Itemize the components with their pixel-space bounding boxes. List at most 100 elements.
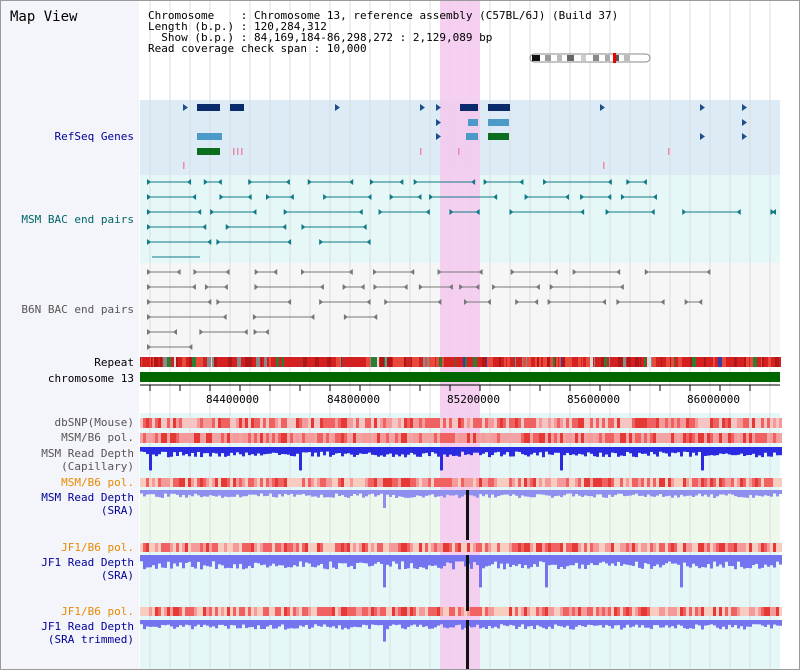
read-depth-bar <box>284 447 287 455</box>
read-depth-bar <box>485 447 488 453</box>
polymorphism-cell <box>473 607 476 616</box>
polymorphism-cell <box>497 607 500 616</box>
read-depth-bar <box>266 620 269 627</box>
polymorphism-cell <box>734 607 737 616</box>
repeat-block <box>561 357 562 367</box>
polymorphism-cell <box>773 418 776 428</box>
track-label-msm-depth-capillary[interactable]: MSM Read Depth <box>41 447 134 460</box>
repeat-block <box>387 357 388 367</box>
b6n-bac-pair-end <box>176 269 181 275</box>
polymorphism-cell <box>749 418 752 428</box>
read-depth-bar <box>347 447 350 454</box>
polymorphism-cell <box>602 433 605 443</box>
polymorphism-cell <box>152 607 155 616</box>
track-label-chromosome[interactable]: chromosome 13 <box>47 372 134 385</box>
read-depth-bar <box>572 447 575 455</box>
polymorphism-cell <box>479 418 482 428</box>
repeat-block <box>178 357 182 367</box>
read-depth-bar <box>545 555 548 588</box>
polymorphism-cell <box>671 607 674 616</box>
read-depth-bar <box>452 490 455 496</box>
track-label-msm-depth-sra[interactable]: MSM Read Depth <box>41 491 134 504</box>
polymorphism-cell <box>695 433 698 443</box>
polymorphism-cell <box>698 433 701 443</box>
polymorphism-cell <box>761 607 764 616</box>
repeat-block <box>527 357 528 367</box>
track-label-jf1-depth-sra[interactable]: JF1 Read Depth <box>41 556 134 569</box>
read-depth-bar <box>656 447 659 457</box>
polymorphism-cell <box>572 433 575 443</box>
polymorphism-cell <box>521 478 524 487</box>
read-depth-bar <box>578 490 581 496</box>
read-depth-bar <box>149 555 152 568</box>
read-depth-bar <box>587 447 590 453</box>
polymorphism-cell <box>656 543 659 552</box>
repeat-block <box>384 357 385 367</box>
track-label-msm-pol-2[interactable]: MSM/B6 pol. <box>61 476 134 489</box>
read-depth-bar <box>293 490 296 497</box>
gene-arrow <box>436 133 441 140</box>
polymorphism-cell <box>269 543 272 552</box>
b6n-bac-pair-end <box>243 329 248 335</box>
repeat-block <box>681 357 682 367</box>
track-label-repeat[interactable]: Repeat <box>94 356 134 369</box>
read-depth-bar <box>146 447 149 455</box>
read-depth-bar <box>440 490 443 496</box>
chromosome-ideogram[interactable] <box>529 53 651 63</box>
repeat-block <box>415 357 419 367</box>
read-depth-bar <box>221 447 224 454</box>
read-depth-bar <box>536 490 539 495</box>
polymorphism-cell <box>182 607 185 616</box>
read-depth-bar <box>317 555 320 566</box>
track-label-dbsnp[interactable]: dbSNP(Mouse) <box>54 416 134 429</box>
repeat-block <box>140 357 141 367</box>
read-depth-bar <box>197 447 200 452</box>
polymorphism-cell <box>248 418 251 428</box>
repeat-block <box>749 357 750 367</box>
track-label-refseq[interactable]: RefSeq Genes <box>54 130 134 143</box>
track-label-jf1-pol-2[interactable]: JF1/B6 pol. <box>61 605 134 618</box>
read-depth-bar <box>776 620 779 626</box>
read-depth-bar <box>365 447 368 454</box>
repeat-block <box>639 357 640 367</box>
polymorphism-cell <box>581 607 584 616</box>
msm-bac-pair-end <box>493 194 498 200</box>
read-depth-bar <box>707 490 710 497</box>
track-label-jf1-pol[interactable]: JF1/B6 pol. <box>61 541 134 554</box>
read-depth-bar <box>335 447 338 454</box>
polymorphism-cell <box>278 607 281 616</box>
read-depth-bar <box>779 447 782 456</box>
polymorphism-cell <box>440 433 443 443</box>
read-depth-bar <box>317 447 320 457</box>
repeat-block <box>662 357 666 367</box>
track-label-b6n-bac[interactable]: B6N BAC end pairs <box>21 303 134 316</box>
read-depth-bar <box>149 620 152 627</box>
read-depth-bar <box>710 620 713 625</box>
read-depth-bar <box>185 555 188 563</box>
read-depth-bar <box>446 447 449 457</box>
read-depth-bar <box>389 555 392 567</box>
b6n-bac-pair-end <box>193 269 198 275</box>
b6n-bac-pair-end <box>366 299 371 305</box>
track-label-msm-pol[interactable]: MSM/B6 pol. <box>61 431 134 444</box>
track-label-jf1-depth-trimmed[interactable]: JF1 Read Depth <box>41 620 134 633</box>
polymorphism-cell <box>143 433 146 443</box>
read-depth-bar <box>203 490 206 497</box>
polymorphism-cell <box>458 478 461 487</box>
polymorphism-cell <box>374 433 377 443</box>
polymorphism-cell <box>206 543 209 552</box>
read-depth-bar <box>146 490 149 495</box>
read-depth-bar <box>509 555 512 567</box>
polymorphism-cell <box>767 478 770 487</box>
read-depth-bar <box>491 447 494 456</box>
polymorphism-cell <box>458 433 461 443</box>
repeat-block <box>764 357 768 367</box>
polymorphism-cell <box>521 418 524 428</box>
track-label-msm-bac[interactable]: MSM BAC end pairs <box>21 213 134 226</box>
read-depth-bar <box>251 447 254 455</box>
polymorphism-cell <box>713 418 716 428</box>
repeat-block <box>518 357 521 367</box>
polymorphism-cell <box>263 433 266 443</box>
repeat-block <box>506 357 507 367</box>
gene-arrow <box>420 104 425 111</box>
